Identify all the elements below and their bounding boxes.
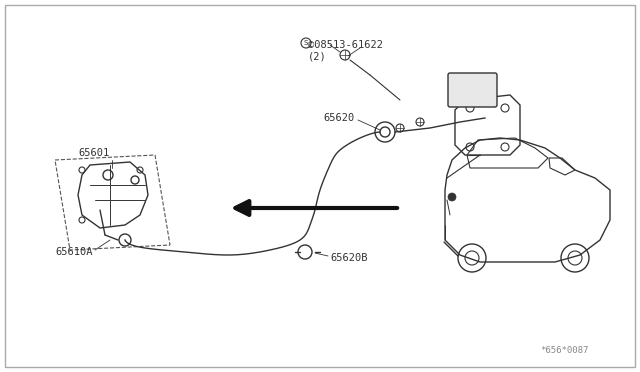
Text: ©08513-61622
(2): ©08513-61622 (2) [308,40,383,62]
Text: *656*0087: *656*0087 [540,346,588,355]
Text: S: S [304,40,308,46]
Circle shape [448,193,456,201]
Text: 65620: 65620 [323,113,355,123]
Text: 65601: 65601 [78,148,109,158]
FancyBboxPatch shape [448,73,497,107]
Text: 65620B: 65620B [330,253,367,263]
Text: 65610A: 65610A [55,247,93,257]
